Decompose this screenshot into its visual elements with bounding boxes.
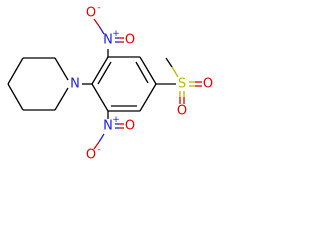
- bonds: [7, 18, 202, 150]
- atom-label: O: [177, 104, 187, 119]
- atom-label: O: [203, 77, 213, 92]
- atom-label: O: [125, 119, 135, 134]
- page: N N + O - O N + O O - S O O (() => { con…: [7, 3, 214, 163]
- atom-label: O: [86, 6, 96, 21]
- atom-charge: +: [112, 115, 120, 125]
- atom-label: S: [178, 77, 186, 92]
- molecule: N N + O - O N + O O - S O O: [7, 3, 213, 163]
- atom-charge: +: [112, 29, 120, 39]
- atom-label: O: [125, 33, 135, 48]
- atom-charge: -: [97, 145, 100, 155]
- atom-charge: -: [97, 3, 100, 13]
- atom-label: N: [103, 33, 113, 48]
- atom-label: N: [103, 119, 113, 134]
- atom-label: O: [86, 148, 96, 163]
- atom-label: N: [70, 77, 80, 92]
